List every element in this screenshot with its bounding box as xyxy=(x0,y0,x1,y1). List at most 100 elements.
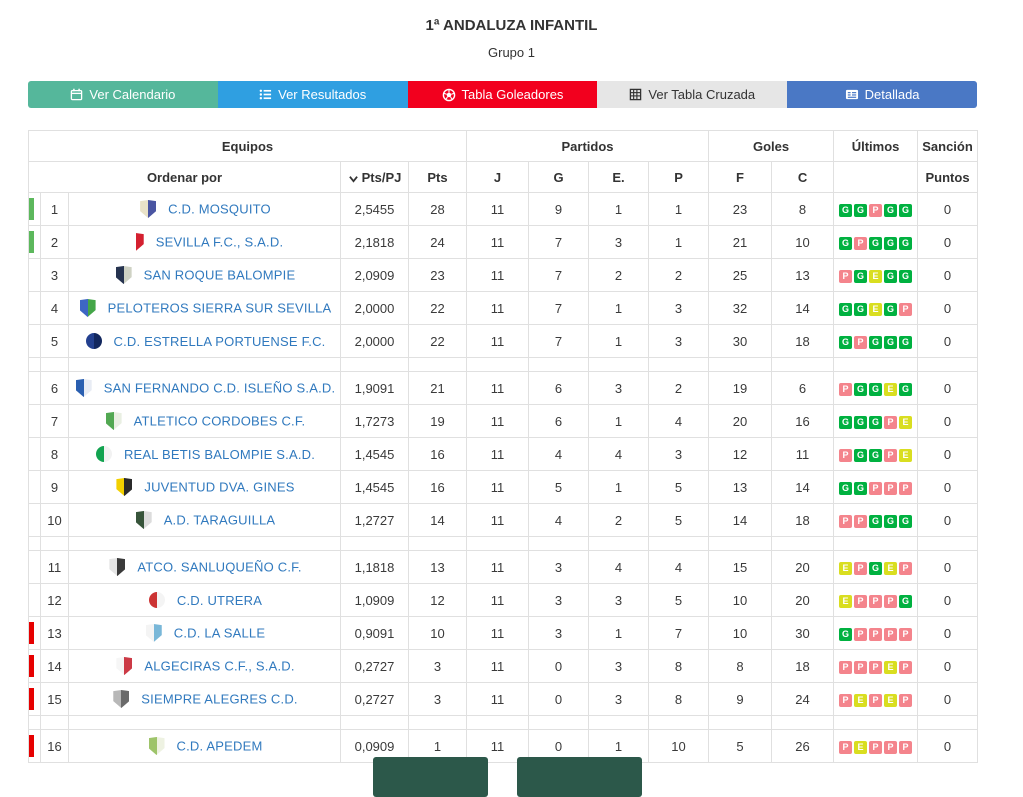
team-name-link[interactable]: ATLETICO CORDOBES C.F. xyxy=(133,413,306,429)
form-badge-P: P xyxy=(899,303,913,316)
pts-per-pj-value: 1,7273 xyxy=(340,404,409,438)
pts-per-pj-value: 1,4545 xyxy=(340,437,409,471)
team-name-link[interactable]: C.D. ESTRELLA PORTUENSE F.C. xyxy=(113,333,326,349)
team-name-link[interactable]: C.D. APEDEM xyxy=(176,738,263,754)
e-value: 2 xyxy=(588,503,650,537)
form-badge-G: G xyxy=(884,204,898,217)
team-crest-icon xyxy=(140,200,157,218)
form-badge-G: G xyxy=(884,515,898,528)
team-crest-icon xyxy=(148,737,165,755)
team-crest-icon xyxy=(109,558,126,576)
e-value: 2 xyxy=(588,258,650,292)
header-c: C xyxy=(771,161,835,193)
separator-cell xyxy=(648,715,710,730)
j-value: 11 xyxy=(466,324,530,358)
tab-ver-resultados[interactable]: Ver Resultados xyxy=(217,81,408,108)
green-marker xyxy=(29,231,34,253)
j-value: 11 xyxy=(466,192,530,226)
team-name-link[interactable]: C.D. UTRERA xyxy=(176,592,263,608)
form-badge-P: P xyxy=(854,628,868,641)
footer-partial-button-1[interactable] xyxy=(373,757,488,797)
pts-per-pj-value: 0,2727 xyxy=(340,682,409,716)
form-badge-P: P xyxy=(899,694,913,707)
team-name-link[interactable]: ALGECIRAS C.F., S.A.D. xyxy=(144,658,295,674)
table-row: 7 ATLETICO CORDOBES C.F. 1,7273 19 11 6 1 4 20 16… xyxy=(28,404,979,438)
g-value: 7 xyxy=(528,258,590,292)
team-name-link[interactable]: SAN FERNANDO C.D. ISLEÑO S.A.D. xyxy=(103,380,336,396)
form-badge-G: G xyxy=(899,270,913,283)
team-name-link[interactable]: REAL BETIS BALOMPIE S.A.D. xyxy=(123,446,316,462)
status-marker-cell xyxy=(28,225,41,259)
c-value: 11 xyxy=(771,437,835,471)
j-value: 11 xyxy=(466,649,530,683)
position-number: 12 xyxy=(40,583,69,617)
pts-value: 3 xyxy=(407,682,468,716)
form-badge-P: P xyxy=(884,449,898,462)
form-badge-E: E xyxy=(884,383,898,396)
separator-cell xyxy=(68,536,341,551)
team-crest-icon xyxy=(135,511,152,529)
p-value: 8 xyxy=(648,682,710,716)
c-value: 20 xyxy=(771,550,835,584)
team-name-link[interactable]: SIEMPRE ALEGRES C.D. xyxy=(141,691,298,707)
position-number: 14 xyxy=(40,649,69,683)
team-crest-icon xyxy=(85,333,102,350)
p-value: 3 xyxy=(648,291,710,325)
tab-detallada[interactable]: Detallada xyxy=(787,81,977,108)
f-value: 14 xyxy=(708,503,773,537)
form-badge-G: G xyxy=(884,336,898,349)
tab-label: Tabla Goleadores xyxy=(461,87,564,102)
sancion-value: 0 xyxy=(917,729,979,763)
team-name-link[interactable]: A.D. TARAGUILLA xyxy=(163,512,276,528)
form-badge-P: P xyxy=(869,204,883,217)
tab-label: Ver Resultados xyxy=(278,87,367,102)
form-badge-P: P xyxy=(869,628,883,641)
team-name-link[interactable]: ATCO. SANLUQUEÑO C.F. xyxy=(137,559,302,575)
sancion-value: 0 xyxy=(917,503,979,537)
footer-partial-button-2[interactable] xyxy=(517,757,642,797)
status-marker-cell xyxy=(28,550,41,584)
tab-ver-tabla-cruzada[interactable]: Ver Tabla Cruzada xyxy=(597,81,788,108)
team-name-link[interactable]: JUVENTUD DVA. GINES xyxy=(144,479,295,495)
separator-cell xyxy=(340,715,409,730)
g-value: 3 xyxy=(528,583,590,617)
p-value: 1 xyxy=(648,225,710,259)
position-number: 5 xyxy=(40,324,69,358)
separator-cell xyxy=(588,536,650,551)
form-badge-E: E xyxy=(899,416,913,429)
e-value: 3 xyxy=(588,649,650,683)
c-value: 18 xyxy=(771,503,835,537)
team-cell: C.D. UTRERA xyxy=(68,583,341,617)
form-badge-G: G xyxy=(854,449,868,462)
calendar-icon xyxy=(70,88,83,101)
e-value: 4 xyxy=(588,550,650,584)
form-badge-G: G xyxy=(854,303,868,316)
team-name-link[interactable]: C.D. LA SALLE xyxy=(173,625,266,641)
c-value: 30 xyxy=(771,616,835,650)
separator-cell xyxy=(466,357,530,372)
team-name-link[interactable]: C.D. MOSQUITO xyxy=(168,201,271,217)
form-badge-P: P xyxy=(854,515,868,528)
status-marker-cell xyxy=(28,324,41,358)
team-name-link[interactable]: SEVILLA F.C., S.A.D. xyxy=(155,234,284,250)
team-name-link[interactable]: SAN ROQUE BALOMPIE xyxy=(143,267,296,283)
f-value: 8 xyxy=(708,649,773,683)
team-name-link[interactable]: PELOTEROS SIERRA SUR SEVILLA xyxy=(107,300,332,316)
sort-ptspj-header[interactable]: Pts/PJ xyxy=(340,161,409,193)
form-badge-P: P xyxy=(839,383,853,396)
separator-cell xyxy=(708,357,773,372)
tab-ver-calendario[interactable]: Ver Calendario xyxy=(28,81,218,108)
team-cell: C.D. LA SALLE xyxy=(68,616,341,650)
position-number: 13 xyxy=(40,616,69,650)
separator-cell xyxy=(833,357,919,372)
team-cell: C.D. APEDEM xyxy=(68,729,341,763)
header-f: F xyxy=(708,161,773,193)
tab-tabla-goleadores[interactable]: Tabla Goleadores xyxy=(407,81,598,108)
e-value: 1 xyxy=(588,616,650,650)
sancion-value: 0 xyxy=(917,192,979,226)
group-separator-row xyxy=(28,715,979,730)
group-header-row: Equipos Partidos Goles Últimos Sanción xyxy=(27,130,979,162)
